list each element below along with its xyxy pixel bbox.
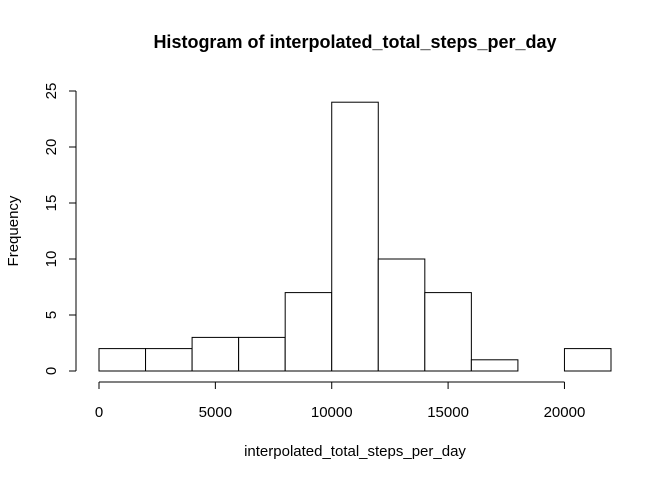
x-tick-label-3: 15000	[427, 404, 469, 421]
histogram-bar-1	[145, 348, 193, 372]
histogram-bar-4	[284, 292, 333, 372]
histogram-bar-7	[424, 292, 472, 372]
histogram-bar-5	[331, 101, 379, 372]
x-tick-label-0: 0	[95, 404, 103, 421]
y-tick-label-0: 0	[43, 367, 60, 375]
histogram-bar-3	[238, 336, 286, 372]
y-tick-label-5: 25	[43, 83, 60, 100]
bars-group	[98, 101, 612, 372]
y-tick-label-3: 15	[43, 195, 60, 212]
histogram-bar-10	[563, 348, 612, 372]
y-axis: 0 5 10 15 20 25	[43, 83, 77, 375]
x-tick-label-1: 5000	[199, 404, 232, 421]
chart-title: Histogram of interpolated_total_steps_pe…	[153, 32, 556, 52]
histogram-bar-6	[377, 258, 426, 372]
histogram-bar-8	[470, 359, 519, 372]
x-tick-label-2: 10000	[311, 404, 353, 421]
y-tick-label-1: 5	[43, 311, 60, 319]
x-axis: 0 5000 10000 15000 20000	[95, 381, 586, 421]
y-axis-label: Frequency	[5, 195, 22, 266]
x-axis-label: interpolated_total_steps_per_day	[244, 443, 466, 460]
y-tick-label-2: 10	[43, 251, 60, 268]
histogram-bar-0	[98, 348, 147, 372]
y-tick-label-4: 20	[43, 139, 60, 156]
histogram-bar-2	[191, 336, 240, 372]
x-tick-label-4: 20000	[544, 404, 586, 421]
